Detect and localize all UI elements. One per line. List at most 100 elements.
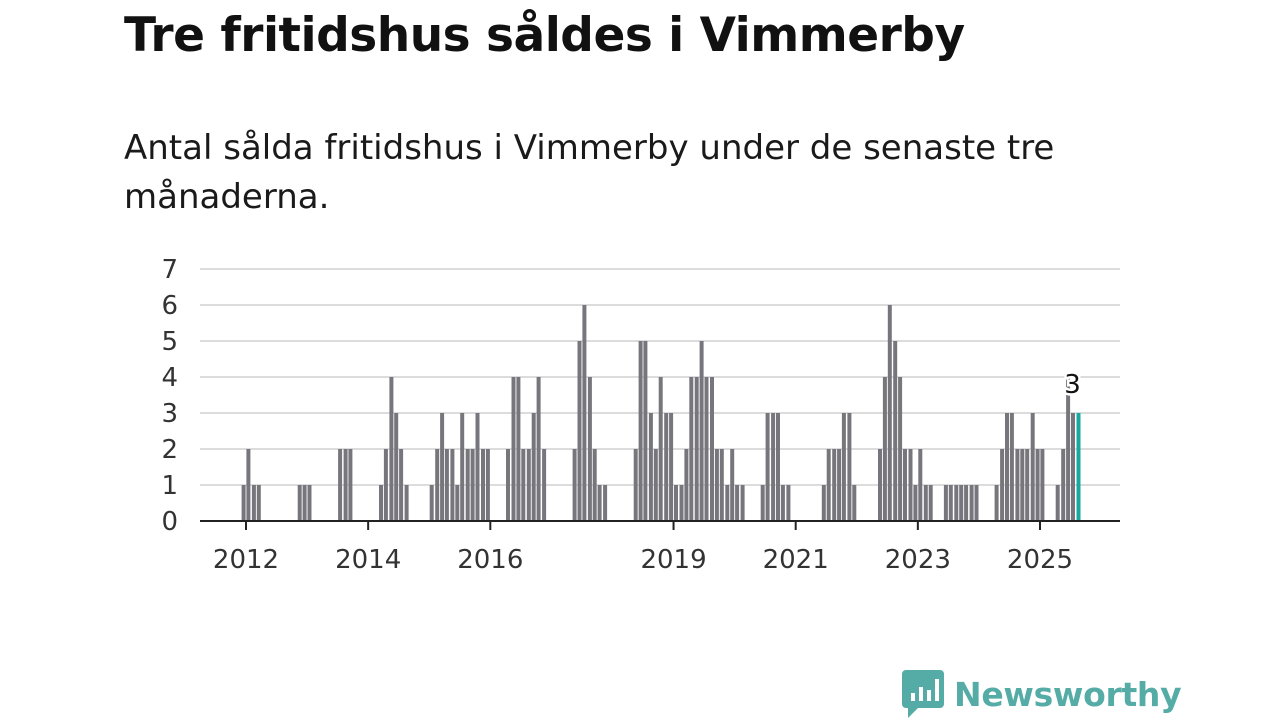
bar [389,377,394,521]
bar [740,485,745,521]
x-tick-label: 2014 [335,545,401,575]
y-tick-label: 7 [161,255,178,285]
bar [572,449,577,521]
bar [577,341,582,521]
bar [760,485,765,521]
bar [521,449,526,521]
x-tick-label: 2025 [1007,545,1073,575]
newsworthy-logo: Newsworthy [902,670,1182,718]
bar [1025,449,1030,521]
bar [878,449,882,521]
newsworthy-logo-icon [902,670,944,718]
bar [765,413,770,521]
bar [379,485,383,521]
bar [837,449,842,521]
bar [893,341,898,521]
bar [516,377,521,521]
bar [1020,449,1025,521]
bar [241,485,246,521]
bar [928,485,933,521]
x-tick-label: 2023 [885,545,951,575]
bar [969,485,974,521]
bar [669,413,674,521]
bar [592,449,597,521]
bar [435,449,440,521]
bar [786,485,791,521]
bar [251,485,256,521]
bar [776,413,780,521]
bar [343,449,348,521]
x-tick-label: 2021 [763,545,829,575]
bar [470,449,475,521]
bar [725,485,730,521]
y-tick-label: 3 [161,399,178,429]
bar [653,449,658,521]
bar [338,449,343,521]
bar [887,305,892,521]
bars [241,305,1081,521]
bar [730,449,735,521]
bar [780,485,785,521]
y-tick-label: 4 [161,363,178,393]
bar [603,485,608,521]
bar [821,485,826,521]
bar [658,377,663,521]
x-tick-label: 2019 [640,545,706,575]
x-axis-ticks: 2012 2014 2016 2019 2021 2023 2025 [213,521,1073,575]
bar [302,485,307,521]
bar [643,341,648,521]
bar [526,449,531,521]
bar [943,485,948,521]
bar [898,377,903,521]
bar [674,485,678,521]
bar [852,485,857,521]
y-axis-labels: 0 1 2 3 4 5 6 7 [161,255,178,537]
chart-title: Tre fritidshus såldes i Vimmerby [124,8,965,63]
bar [383,449,388,521]
bar [908,449,913,521]
bar [465,449,470,521]
bar [923,485,928,521]
bar [771,413,776,521]
bar [246,449,251,521]
bar [913,485,918,521]
bar [664,413,669,521]
newsworthy-logo-text: Newsworthy [954,674,1182,714]
bar [1061,449,1066,521]
bar [1000,449,1005,521]
bar [699,341,704,521]
y-tick-label: 6 [161,291,178,321]
bar [455,485,460,521]
bar [440,413,445,521]
bar [882,377,887,521]
bar [719,449,724,521]
bar [450,449,455,521]
bar [485,449,490,521]
y-tick-label: 0 [161,507,178,537]
bar [1071,413,1075,521]
bar [648,413,653,521]
bar [460,413,465,521]
bar [964,485,969,521]
bar [256,485,261,521]
bar [714,449,719,521]
bar [348,449,353,521]
bar [994,485,999,521]
bar [959,485,964,521]
bar [638,341,643,521]
bar [429,485,434,521]
x-tick-label: 2016 [457,545,523,575]
bar [1035,449,1040,521]
bar [399,449,404,521]
bar [511,377,516,521]
bar [475,413,480,521]
bar [689,377,694,521]
bar [536,377,541,521]
bar [684,449,689,521]
bar [444,449,449,521]
bar [531,413,536,521]
y-tick-label: 5 [161,327,178,357]
bar [587,377,592,521]
bar [597,485,602,521]
